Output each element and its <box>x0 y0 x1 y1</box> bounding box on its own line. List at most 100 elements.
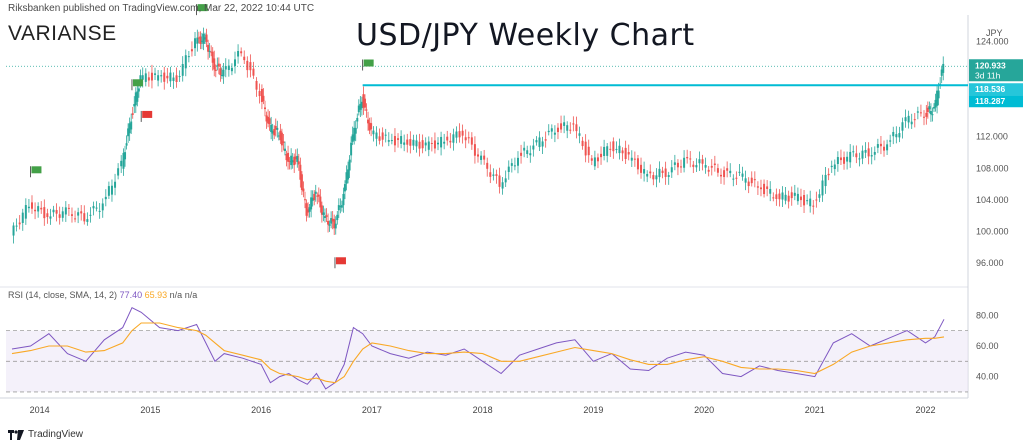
publisher-attribution: Riksbanken published on TradingView.com,… <box>8 3 315 14</box>
candle-body <box>790 192 793 199</box>
candle-body <box>504 178 507 183</box>
candle-body <box>936 90 939 106</box>
candle-body <box>169 72 172 82</box>
candle-body <box>342 193 345 206</box>
candle-body <box>368 122 371 131</box>
candle-body <box>483 155 486 160</box>
candle-body <box>846 156 849 162</box>
current-price-label: 3d 11h <box>975 70 1001 80</box>
candle-body <box>86 219 89 222</box>
candle-body <box>204 37 207 40</box>
candle-body <box>217 63 220 67</box>
candle-body <box>735 177 738 179</box>
candle-body <box>300 174 303 190</box>
candle-body <box>70 214 73 216</box>
candle-body <box>621 150 624 154</box>
candle-body <box>339 206 342 208</box>
rsi-series-line <box>11 307 945 390</box>
candle-body <box>560 123 563 130</box>
candle-body <box>520 152 523 156</box>
candle-body <box>271 130 274 134</box>
candle-body <box>362 94 365 108</box>
candle-body <box>569 129 572 131</box>
candle-body <box>403 142 406 145</box>
candle-body <box>280 132 283 146</box>
candle-body <box>163 72 166 82</box>
candle-body <box>356 117 359 122</box>
candle-body <box>781 192 784 200</box>
candle-body <box>763 183 766 195</box>
candle-body <box>716 168 719 173</box>
candle-body <box>437 142 440 145</box>
resistance-price-label-2: 118.287 <box>975 96 1006 106</box>
candle-body <box>351 134 354 142</box>
candle-body <box>701 159 704 164</box>
candle-body <box>587 146 590 156</box>
candle-body <box>630 157 633 161</box>
candle-body <box>713 163 716 166</box>
candle-body <box>861 150 864 159</box>
candle-body <box>283 148 286 151</box>
candle-body <box>933 107 936 109</box>
candle-body <box>849 151 852 163</box>
candle-body <box>892 131 895 137</box>
year-tick-label: 2021 <box>805 405 825 415</box>
candle-body <box>400 136 403 144</box>
candle-body <box>336 214 339 221</box>
candle-body <box>455 131 458 138</box>
rsi-legend: RSI (14, close, SMA, 14, 2) 77.40 65.93 … <box>8 290 197 300</box>
candle-body <box>931 114 934 116</box>
candle-body <box>230 67 233 72</box>
year-tick-label: 2020 <box>694 405 714 415</box>
candle-body <box>258 91 261 97</box>
candle-body <box>237 51 240 57</box>
candle-body <box>224 66 227 70</box>
candle-body <box>498 175 501 187</box>
year-tick-label: 2016 <box>251 405 271 415</box>
candle-body <box>556 127 559 133</box>
candle-body <box>477 154 479 157</box>
candle-body <box>839 157 842 161</box>
candle-body <box>144 73 147 82</box>
candle-body <box>464 137 467 141</box>
candle-body <box>421 140 424 149</box>
candle-body <box>541 141 544 147</box>
candle-body <box>21 212 24 223</box>
candle-body <box>489 172 492 177</box>
candle-body <box>240 51 243 54</box>
candle-body <box>940 69 943 76</box>
candle-body <box>723 170 726 178</box>
candle-body <box>255 80 258 90</box>
candle-body <box>172 77 175 81</box>
candle-body <box>692 164 695 167</box>
candle-body <box>818 194 821 198</box>
candle-body <box>387 140 390 142</box>
candle-body <box>372 130 375 135</box>
resistance-price-label: 118.536 <box>975 84 1006 94</box>
candle-body <box>461 130 464 136</box>
candle-body <box>252 68 255 76</box>
candle-body <box>354 127 357 134</box>
candle-body <box>913 119 916 121</box>
candle-body <box>772 197 775 199</box>
candle-body <box>137 88 140 92</box>
candle-body <box>134 92 137 106</box>
candle-body <box>649 171 652 174</box>
candle-body <box>695 165 698 168</box>
candle-body <box>729 170 732 174</box>
candle-body <box>418 141 421 149</box>
tradingview-footer: TradingView <box>8 429 83 440</box>
candle-body <box>265 115 268 122</box>
candle-body <box>130 121 133 130</box>
candle-body <box>843 157 846 164</box>
candle-body <box>919 112 922 114</box>
candle-body <box>313 193 316 201</box>
candle-body <box>384 134 387 136</box>
candle-body <box>12 225 15 236</box>
candle-body <box>744 178 747 183</box>
candle-body <box>886 144 889 151</box>
candle-body <box>926 107 929 113</box>
candle-body <box>593 157 596 167</box>
candle-body <box>207 44 210 52</box>
candle-body <box>157 75 160 81</box>
